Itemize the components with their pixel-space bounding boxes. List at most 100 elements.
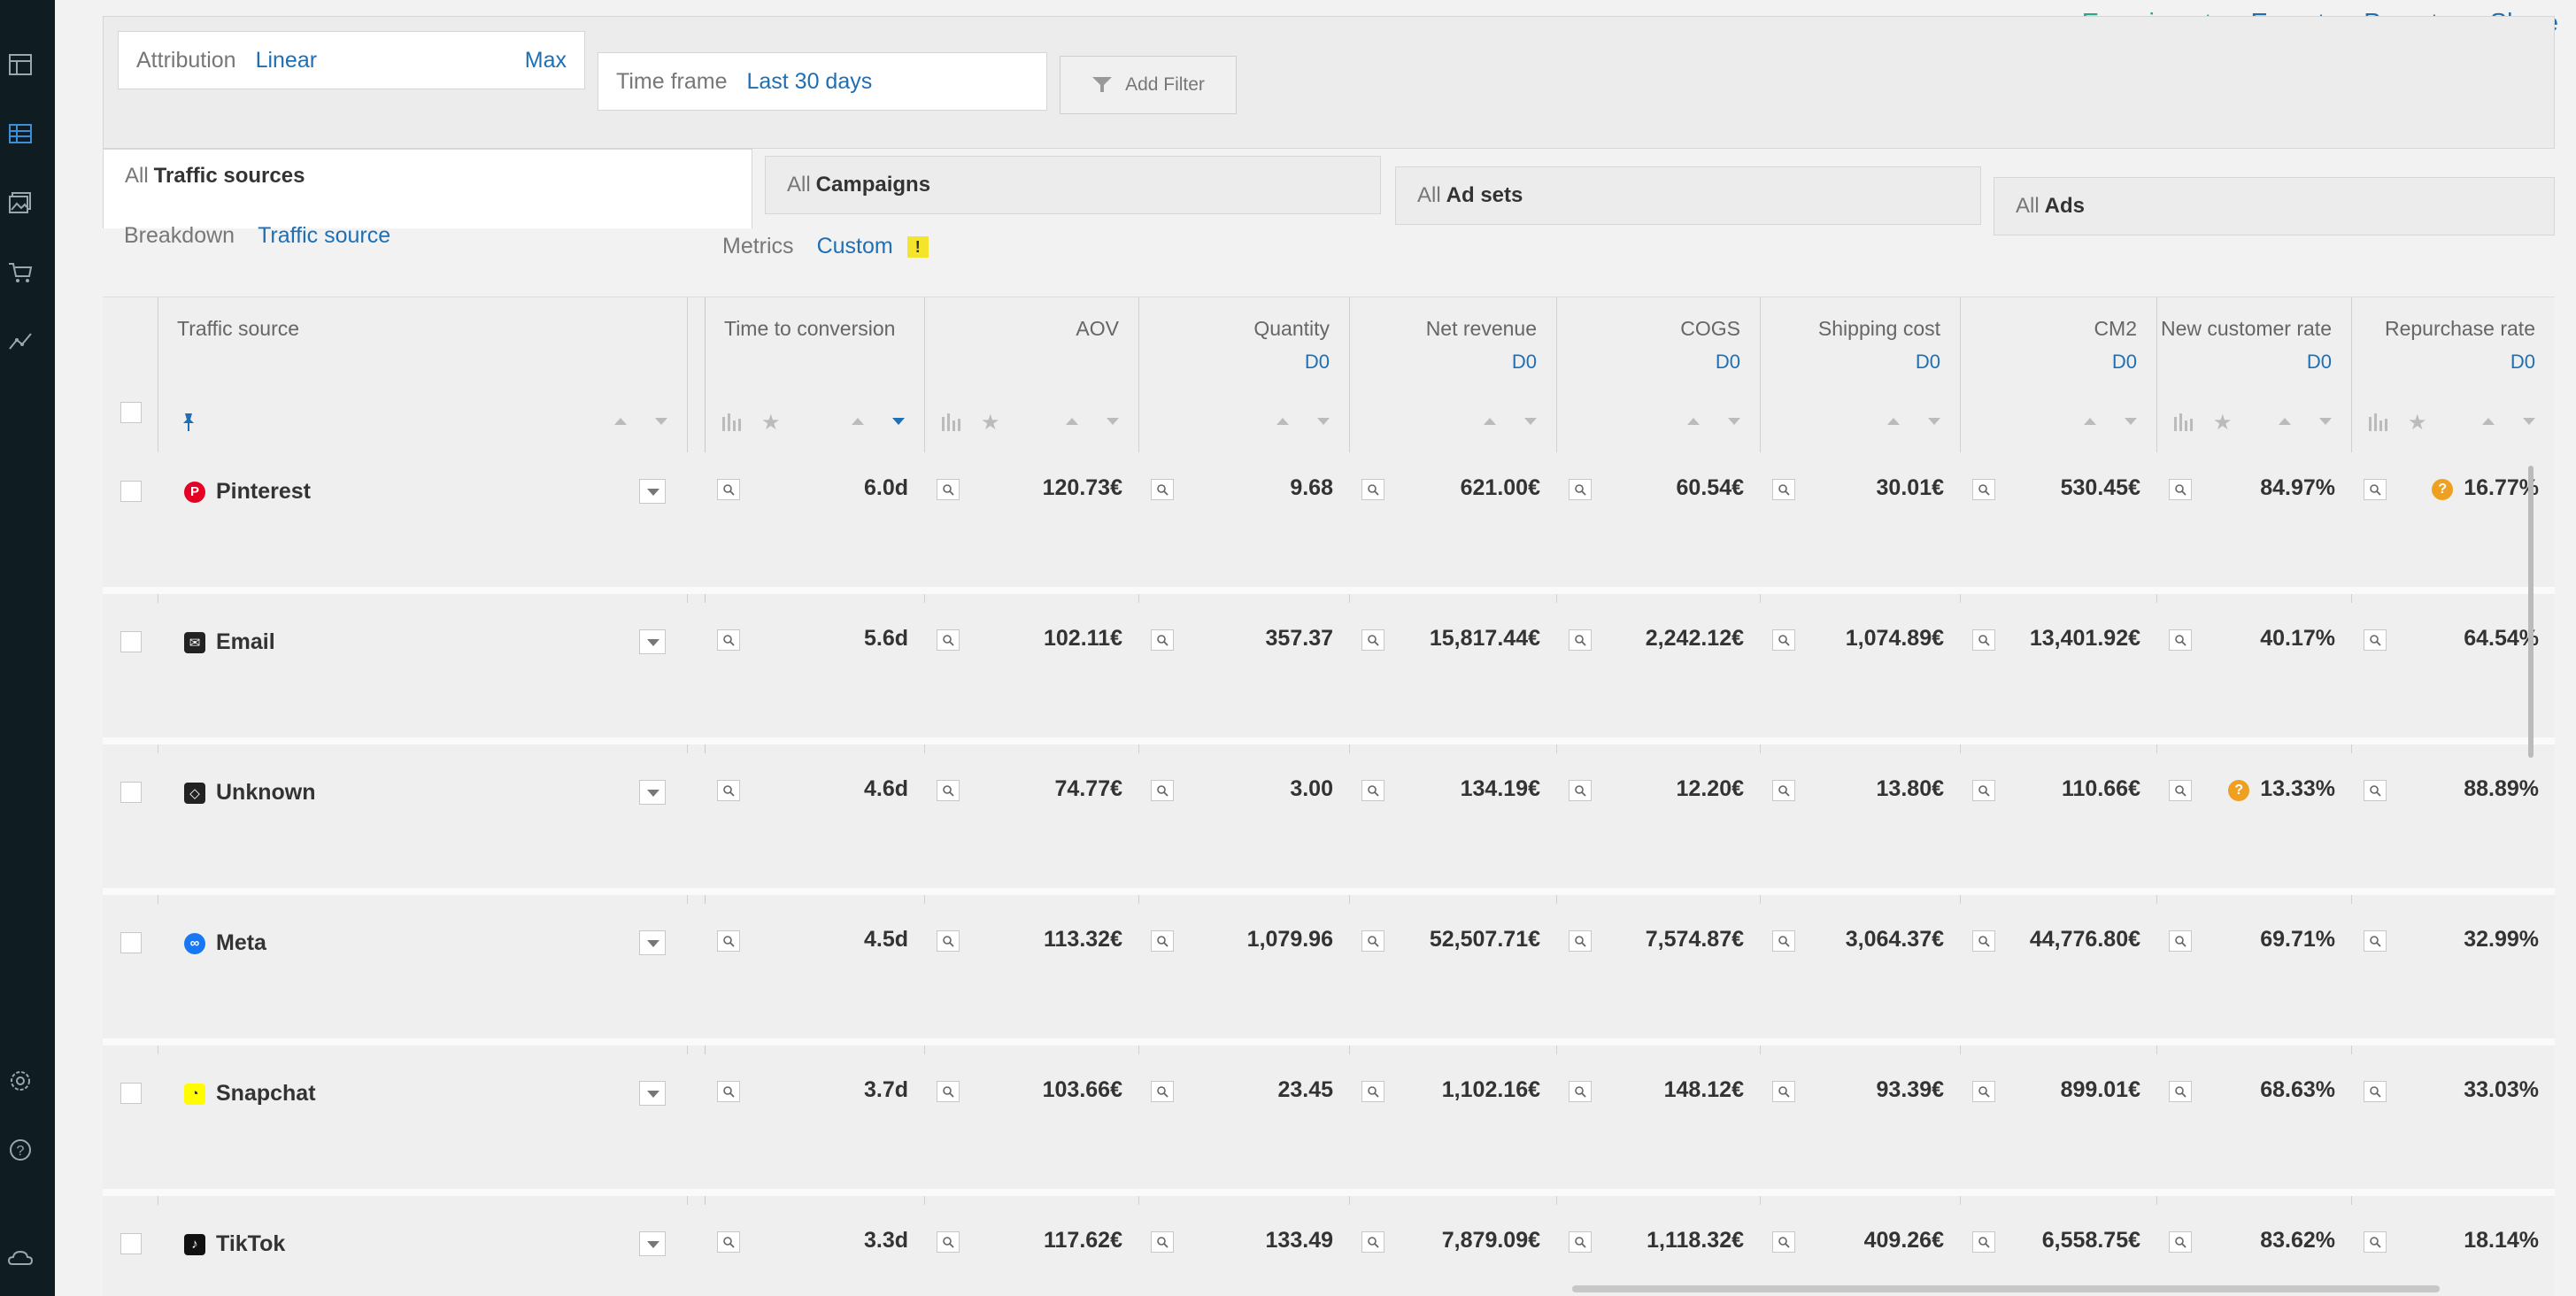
zoom-icon[interactable]: [2169, 930, 2192, 952]
zoom-icon[interactable]: [2169, 1081, 2192, 1102]
row-expand-button[interactable]: [639, 1081, 666, 1106]
tab-campaigns[interactable]: All Campaigns: [765, 156, 1381, 214]
sort-controls[interactable]: [2275, 412, 2335, 433]
attribution-window[interactable]: Max: [524, 47, 567, 73]
row-expand-button[interactable]: [639, 930, 666, 955]
column-d0[interactable]: D0: [1304, 351, 1330, 373]
add-filter-button[interactable]: Add Filter: [1060, 56, 1237, 114]
bar-chart-icon[interactable]: [2367, 412, 2390, 433]
zoom-icon[interactable]: [1569, 1081, 1592, 1102]
column-d0[interactable]: D0: [2111, 351, 2137, 373]
zoom-icon[interactable]: [1772, 1231, 1795, 1253]
zoom-icon[interactable]: [1361, 930, 1384, 952]
sort-controls[interactable]: [1884, 412, 1944, 433]
sort-controls[interactable]: [848, 412, 908, 433]
zoom-icon[interactable]: [2169, 479, 2192, 500]
bar-chart-icon[interactable]: [721, 412, 744, 433]
sort-controls[interactable]: [2479, 412, 2539, 433]
row-expand-button[interactable]: [639, 780, 666, 805]
settings-icon[interactable]: [5, 1066, 35, 1096]
sort-controls[interactable]: [1062, 412, 1122, 433]
zoom-icon[interactable]: [2364, 780, 2387, 801]
zoom-icon[interactable]: [1569, 629, 1592, 651]
sort-controls[interactable]: [1480, 412, 1540, 433]
zoom-icon[interactable]: [1772, 1081, 1795, 1102]
column-d0[interactable]: D0: [1511, 351, 1537, 373]
zoom-icon[interactable]: [1569, 1231, 1592, 1253]
star-icon[interactable]: ★: [761, 411, 781, 435]
column-d0[interactable]: D0: [2510, 351, 2535, 373]
bar-chart-icon[interactable]: [2172, 412, 2195, 433]
vertical-scrollbar[interactable]: [2528, 466, 2534, 758]
zoom-icon[interactable]: [2364, 930, 2387, 952]
zoom-icon[interactable]: [1772, 780, 1795, 801]
zoom-icon[interactable]: [937, 1081, 960, 1102]
zoom-icon[interactable]: [1151, 629, 1174, 651]
zoom-icon[interactable]: [1972, 479, 1995, 500]
zoom-icon[interactable]: [2364, 1231, 2387, 1253]
zoom-icon[interactable]: [1151, 930, 1174, 952]
warning-icon[interactable]: ?: [2432, 479, 2454, 500]
zoom-icon[interactable]: [1772, 930, 1795, 952]
zoom-icon[interactable]: [937, 780, 960, 801]
column-d0[interactable]: D0: [1915, 351, 1940, 373]
column-d0[interactable]: D0: [2306, 351, 2332, 373]
star-icon[interactable]: ★: [981, 411, 1000, 435]
zoom-icon[interactable]: [1151, 1231, 1174, 1253]
zoom-icon[interactable]: [1151, 1081, 1174, 1102]
zoom-icon[interactable]: [1772, 479, 1795, 500]
breakdown-value[interactable]: Traffic source: [258, 223, 391, 248]
sort-controls[interactable]: [2080, 412, 2140, 433]
row-expand-button[interactable]: [639, 1231, 666, 1256]
zoom-icon[interactable]: [717, 1081, 740, 1102]
zoom-icon[interactable]: [937, 930, 960, 952]
horizontal-scrollbar[interactable]: [1572, 1285, 2440, 1292]
cloud-icon[interactable]: [5, 1243, 35, 1273]
zoom-icon[interactable]: [717, 629, 740, 651]
tab-ad-sets[interactable]: All Ad sets: [1395, 166, 1981, 225]
zoom-icon[interactable]: [1972, 1231, 1995, 1253]
zoom-icon[interactable]: [717, 479, 740, 500]
zoom-icon[interactable]: [1361, 780, 1384, 801]
table-icon[interactable]: [5, 119, 35, 149]
attribution-select[interactable]: Attribution Linear Max: [118, 31, 585, 89]
zoom-icon[interactable]: [1972, 930, 1995, 952]
help-icon[interactable]: ?: [5, 1135, 35, 1165]
zoom-icon[interactable]: [1151, 780, 1174, 801]
sort-controls[interactable]: [1684, 412, 1744, 433]
zoom-icon[interactable]: [937, 1231, 960, 1253]
row-checkbox[interactable]: [120, 1083, 142, 1104]
zoom-icon[interactable]: [717, 780, 740, 801]
row-expand-button[interactable]: [639, 479, 666, 504]
zoom-icon[interactable]: [2169, 629, 2192, 651]
star-icon[interactable]: ★: [2408, 411, 2427, 435]
zoom-icon[interactable]: [1151, 479, 1174, 500]
row-expand-button[interactable]: [639, 629, 666, 654]
zoom-icon[interactable]: [1972, 780, 1995, 801]
tab-ads[interactable]: All Ads: [1994, 177, 2555, 235]
row-checkbox[interactable]: [120, 631, 142, 652]
zoom-icon[interactable]: [937, 629, 960, 651]
dashboard-icon[interactable]: [5, 50, 35, 80]
zoom-icon[interactable]: [2364, 479, 2387, 500]
star-icon[interactable]: ★: [2213, 411, 2233, 435]
select-all-checkbox[interactable]: [120, 402, 142, 423]
timeframe-select[interactable]: Time frame Last 30 days: [598, 52, 1047, 111]
zoom-icon[interactable]: [1361, 1081, 1384, 1102]
zoom-icon[interactable]: [1361, 1231, 1384, 1253]
metrics-value[interactable]: Custom: [816, 234, 893, 258]
creatives-icon[interactable]: [5, 188, 35, 218]
zoom-icon[interactable]: [1569, 780, 1592, 801]
zoom-icon[interactable]: [1361, 479, 1384, 500]
zoom-icon[interactable]: [1772, 629, 1795, 651]
cart-icon[interactable]: [5, 257, 35, 287]
zoom-icon[interactable]: [2364, 1081, 2387, 1102]
row-checkbox[interactable]: [120, 481, 142, 502]
zoom-icon[interactable]: [1569, 479, 1592, 500]
zoom-icon[interactable]: [1361, 629, 1384, 651]
pin-icon[interactable]: [179, 412, 198, 433]
zoom-icon[interactable]: [2169, 780, 2192, 801]
zoom-icon[interactable]: [1972, 629, 1995, 651]
zoom-icon[interactable]: [2169, 1231, 2192, 1253]
sort-controls[interactable]: [1273, 412, 1333, 433]
